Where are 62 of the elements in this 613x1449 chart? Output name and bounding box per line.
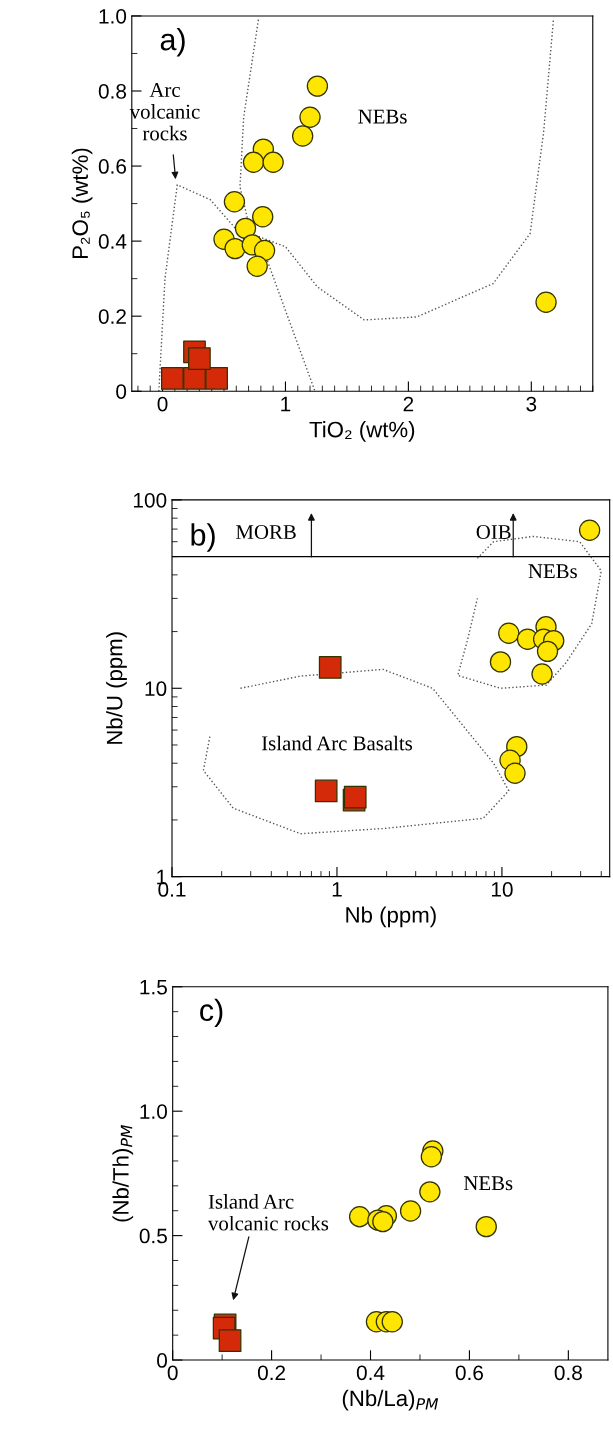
line-series <box>158 184 316 392</box>
annotation: b) <box>191 523 215 552</box>
y-tick-label: 10 <box>145 681 167 697</box>
y-tick-label: 0.8 <box>98 84 127 99</box>
point <box>348 1206 371 1228</box>
x-tick-label: 2 <box>403 396 414 412</box>
point <box>223 191 246 213</box>
point <box>419 1181 441 1203</box>
point <box>475 1215 497 1238</box>
y-tick-label: 1.0 <box>140 1104 168 1119</box>
point <box>252 206 274 228</box>
point <box>299 106 321 128</box>
point <box>420 1146 443 1168</box>
y-tick-label: 0.2 <box>98 309 126 324</box>
annotation: Island Arc volcanic rocks <box>207 1194 329 1231</box>
point <box>306 75 329 97</box>
x-tick-label: 0.6 <box>455 1365 483 1381</box>
x-tick-label: 1 <box>332 882 342 897</box>
x-axis-title: TiO₂ (wt%) <box>309 421 415 442</box>
y-tick-label: 0.5 <box>139 1228 167 1244</box>
y-tick-label: 0 <box>157 1353 168 1368</box>
y-axis-title: (Nb/Th)$_{PM}$ <box>112 1125 134 1222</box>
y-tick-label: 0.6 <box>98 159 127 174</box>
annotation: NEBs <box>528 564 577 579</box>
x-tick-label: 3 <box>526 396 537 412</box>
point <box>291 125 314 147</box>
annotation: MORB <box>236 525 296 540</box>
point <box>224 237 246 260</box>
point <box>205 367 228 390</box>
y-tick-label: 1.5 <box>140 979 167 995</box>
point <box>160 367 184 390</box>
point <box>535 291 557 313</box>
point <box>234 217 257 240</box>
y-tick-label: 100 <box>133 492 167 508</box>
x-tick-label: 0.2 <box>257 1365 286 1381</box>
x-tick-label: 10 <box>491 882 513 897</box>
point <box>246 255 268 277</box>
annotation: NEBs <box>358 109 407 124</box>
x-tick-label: 0 <box>167 1365 178 1381</box>
x-tick-label: 0.4 <box>356 1365 385 1381</box>
y-axis-title: P₂O₅ (wt%) <box>71 148 93 259</box>
annotation: a) <box>160 27 185 57</box>
point <box>218 1329 242 1353</box>
point <box>262 151 284 173</box>
annotation: c) <box>200 998 223 1028</box>
point <box>253 239 276 262</box>
y-axis-title: Nb/U (ppm) <box>106 632 127 744</box>
y-tick-label: 1.0 <box>99 8 127 24</box>
y-tick-label: 0 <box>116 384 127 399</box>
point <box>372 1210 394 1233</box>
point <box>381 1311 403 1333</box>
annotation: Island Arc Basalts <box>261 735 413 751</box>
x-axis-title: (Nb/La)$_{PM}$ <box>342 1389 439 1411</box>
annotation: NEBs <box>463 1176 513 1191</box>
annotation: OIB <box>476 525 511 540</box>
x-axis-title: Nb (ppm) <box>346 906 436 928</box>
point <box>188 347 211 370</box>
point <box>399 1200 422 1222</box>
y-tick-label: 0.4 <box>98 234 127 249</box>
x-tick-label: 0.8 <box>554 1365 582 1381</box>
x-tick-label: 1 <box>281 396 291 412</box>
point <box>242 151 265 173</box>
